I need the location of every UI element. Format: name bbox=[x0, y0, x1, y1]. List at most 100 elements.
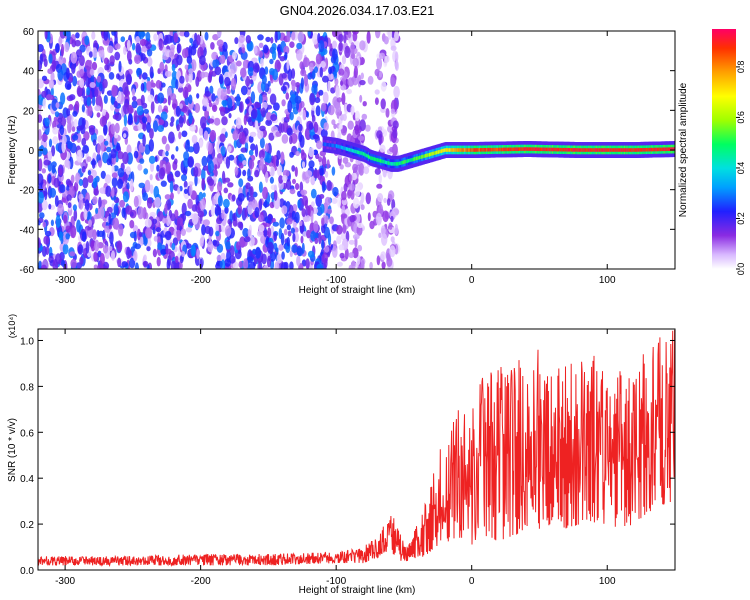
noise-cell bbox=[60, 43, 65, 57]
noise-cell bbox=[155, 216, 160, 227]
noise-cell bbox=[279, 217, 285, 229]
noise-cell bbox=[181, 130, 188, 138]
noise-cell bbox=[374, 168, 381, 175]
noise-cell bbox=[86, 211, 92, 222]
band-cell bbox=[656, 147, 660, 152]
noise-cell bbox=[102, 38, 110, 46]
noise-cell bbox=[173, 32, 179, 43]
noise-cell bbox=[170, 116, 175, 123]
noise-cell bbox=[286, 178, 292, 191]
noise-cell bbox=[296, 101, 299, 111]
noise-cell bbox=[378, 232, 382, 239]
x-tick-label: -200 bbox=[191, 576, 211, 587]
noise-cell bbox=[359, 119, 366, 132]
noise-cell bbox=[363, 166, 370, 175]
noise-cell bbox=[245, 75, 251, 87]
noise-cell bbox=[241, 47, 246, 54]
noise-cell bbox=[109, 55, 115, 65]
noise-cell bbox=[157, 242, 162, 251]
noise-cell bbox=[142, 260, 149, 267]
noise-cell bbox=[126, 50, 132, 62]
noise-cell bbox=[65, 225, 71, 233]
noise-cell bbox=[265, 171, 269, 184]
noise-cell bbox=[117, 257, 122, 268]
noise-cell bbox=[176, 43, 182, 54]
noise-cell bbox=[165, 150, 169, 157]
noise-cell bbox=[80, 162, 86, 168]
noise-cell bbox=[178, 131, 182, 140]
noise-cell bbox=[102, 108, 106, 116]
noise-cell bbox=[131, 100, 138, 109]
noise-cell bbox=[283, 261, 289, 269]
noise-cell bbox=[158, 38, 163, 49]
noise-cell bbox=[140, 53, 146, 61]
noise-cell bbox=[129, 219, 135, 229]
noise-cell bbox=[125, 166, 131, 175]
noise-cell bbox=[349, 215, 356, 223]
noise-cell bbox=[181, 174, 187, 182]
noise-cell bbox=[65, 178, 71, 186]
noise-cell bbox=[40, 264, 48, 269]
y-tick-label: 1.0 bbox=[20, 336, 34, 347]
noise-cell bbox=[187, 156, 195, 168]
noise-cell bbox=[258, 149, 265, 160]
noise-cell bbox=[268, 132, 275, 141]
noise-cell bbox=[322, 91, 329, 104]
noise-cell bbox=[352, 57, 359, 68]
noise-cell bbox=[376, 57, 383, 70]
noise-cell bbox=[84, 35, 90, 46]
y-tick-label: -40 bbox=[20, 225, 35, 236]
noise-cell bbox=[286, 224, 292, 231]
noise-cell bbox=[327, 80, 331, 92]
noise-cell bbox=[85, 76, 90, 88]
colorbar-tick-label: 0.6 bbox=[736, 111, 746, 124]
noise-cell bbox=[291, 244, 298, 254]
noise-cell bbox=[314, 237, 319, 244]
band-cell bbox=[644, 148, 648, 152]
noise-cell bbox=[168, 131, 175, 144]
noise-cell bbox=[81, 165, 86, 173]
snr-frame bbox=[37, 328, 676, 571]
noise-cell bbox=[193, 141, 200, 154]
noise-cell bbox=[331, 197, 338, 204]
noise-cell bbox=[226, 88, 231, 95]
noise-cell bbox=[227, 145, 232, 153]
noise-cell bbox=[72, 75, 78, 87]
noise-cell bbox=[379, 144, 386, 153]
colorbar-tick-label: 0.2 bbox=[736, 212, 746, 225]
noise-cell bbox=[341, 205, 346, 216]
noise-cell bbox=[248, 135, 254, 143]
noise-cell bbox=[374, 89, 380, 95]
noise-cell bbox=[350, 189, 355, 200]
noise-cell bbox=[81, 137, 87, 147]
noise-cell bbox=[307, 72, 313, 80]
noise-cell bbox=[170, 47, 175, 55]
noise-cell bbox=[387, 31, 392, 40]
noise-cell bbox=[265, 235, 270, 245]
noise-cell bbox=[319, 66, 323, 78]
noise-cell bbox=[136, 105, 144, 116]
noise-cell bbox=[200, 116, 207, 129]
noise-cell bbox=[164, 64, 168, 73]
noise-cell bbox=[380, 251, 387, 261]
noise-cell bbox=[392, 120, 399, 129]
noise-cell bbox=[131, 88, 136, 97]
noise-cell bbox=[76, 149, 83, 163]
y-tick-label: 40 bbox=[23, 67, 35, 78]
noise-cell bbox=[267, 227, 272, 238]
noise-cell bbox=[146, 49, 153, 57]
noise-cell bbox=[67, 202, 72, 209]
noise-cell bbox=[302, 109, 307, 121]
band-cell bbox=[650, 147, 654, 152]
noise-cell bbox=[300, 77, 304, 90]
noise-cell bbox=[380, 225, 386, 236]
noise-cell bbox=[84, 199, 90, 212]
noise-cell bbox=[66, 67, 70, 80]
noise-cell bbox=[102, 244, 109, 254]
band-cell bbox=[614, 148, 617, 152]
noise-cell bbox=[108, 245, 113, 252]
noise-cell bbox=[170, 192, 174, 200]
noise-cell bbox=[324, 257, 328, 269]
noise-cell bbox=[191, 204, 198, 212]
band-cell bbox=[336, 144, 339, 148]
